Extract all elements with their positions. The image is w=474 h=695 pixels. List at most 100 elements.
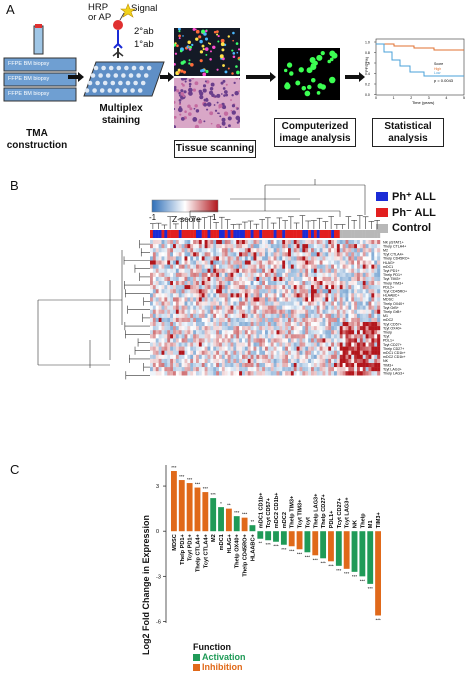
heatmap-cell bbox=[224, 371, 228, 376]
heatmap-cell bbox=[244, 358, 248, 364]
km-curve-low bbox=[376, 43, 464, 77]
heatmap-cell bbox=[273, 354, 277, 360]
heatmap-cell bbox=[359, 354, 363, 360]
heatmap-cell bbox=[299, 248, 303, 253]
group-cell bbox=[244, 230, 248, 238]
heatmap-cell bbox=[236, 256, 240, 261]
heatmap-cell bbox=[279, 264, 283, 269]
heatmap-cell bbox=[342, 367, 346, 372]
heatmap-cell bbox=[351, 285, 355, 290]
heatmap-cell bbox=[331, 240, 335, 245]
heatmap-cell bbox=[342, 309, 346, 314]
heatmap-cell bbox=[201, 313, 205, 319]
heatmap-cell bbox=[207, 248, 211, 253]
fluorescent-cell bbox=[195, 29, 200, 34]
heatmap-cell bbox=[216, 334, 220, 339]
significance-label: ** bbox=[227, 503, 231, 508]
heatmap-cell bbox=[273, 281, 277, 286]
heatmap-cell bbox=[270, 346, 274, 351]
he-cell bbox=[206, 102, 212, 107]
heatmap-cell bbox=[288, 346, 292, 351]
heatmap-cell bbox=[296, 371, 300, 376]
heatmap-cell bbox=[345, 342, 349, 347]
heatmap-cell bbox=[354, 268, 358, 273]
heatmap-cell bbox=[236, 330, 240, 335]
heatmap-cell bbox=[371, 268, 375, 273]
heatmap-cell bbox=[276, 260, 280, 265]
heatmap-cell bbox=[313, 367, 317, 372]
heatmap-cell bbox=[247, 260, 251, 265]
heatmap-cell bbox=[193, 240, 197, 245]
heatmap-cell bbox=[190, 276, 194, 282]
detected-cell bbox=[284, 83, 291, 90]
heatmap-cell bbox=[285, 285, 289, 290]
heatmap-cell bbox=[311, 334, 315, 339]
heatmap-cell bbox=[230, 285, 234, 290]
heatmap-cell bbox=[319, 342, 323, 347]
heatmap-cell bbox=[150, 285, 154, 290]
heatmap-cell bbox=[354, 297, 358, 302]
heatmap-cell bbox=[288, 289, 292, 294]
heatmap-cell bbox=[167, 281, 171, 286]
heatmap-cell bbox=[242, 363, 246, 368]
he-cell bbox=[198, 119, 203, 124]
heatmap-cell bbox=[175, 354, 179, 360]
heatmap-cell bbox=[285, 309, 289, 314]
heatmap-cell bbox=[299, 305, 303, 310]
heatmap-cell bbox=[193, 276, 197, 282]
heatmap-cell bbox=[374, 248, 378, 253]
heatmap-cell bbox=[316, 330, 320, 335]
heatmap-cell bbox=[293, 260, 297, 265]
heatmap-cell bbox=[357, 371, 361, 376]
plate-well bbox=[105, 73, 111, 78]
heatmap-cell bbox=[313, 281, 317, 286]
heatmap-cell bbox=[267, 305, 271, 310]
heatmap-cell bbox=[288, 330, 292, 335]
heatmap-cell bbox=[290, 354, 294, 360]
heatmap-cell bbox=[187, 309, 191, 314]
heatmap-cell bbox=[357, 309, 361, 314]
heatmap-cell bbox=[348, 358, 352, 364]
heatmap-cell bbox=[187, 342, 191, 347]
heatmap-cell bbox=[256, 313, 260, 319]
heatmap-cell bbox=[247, 346, 251, 351]
detected-cell bbox=[316, 91, 321, 95]
heatmap-cell bbox=[184, 301, 188, 306]
heatmap-cell bbox=[371, 334, 375, 339]
heatmap-cell bbox=[357, 334, 361, 339]
heatmap-cell bbox=[170, 317, 174, 323]
heatmap-cell bbox=[331, 363, 335, 368]
heatmap-cell bbox=[348, 260, 352, 265]
heatmap-cell bbox=[313, 342, 317, 347]
heatmap-cell bbox=[276, 248, 280, 253]
heatmap-cell bbox=[368, 260, 372, 265]
heatmap-cell bbox=[193, 264, 197, 269]
heatmap-cell bbox=[282, 363, 286, 368]
heatmap-cell bbox=[296, 248, 300, 253]
heatmap-cell bbox=[282, 322, 286, 327]
heatmap-cell bbox=[247, 322, 251, 327]
heatmap-cell bbox=[374, 309, 378, 314]
heatmap-cell bbox=[345, 276, 349, 282]
heatmap-cell bbox=[262, 330, 266, 335]
heatmap-cell bbox=[213, 264, 217, 269]
heatmap-cell bbox=[325, 313, 329, 319]
heatmap-cell bbox=[296, 293, 300, 298]
heatmap-cell bbox=[170, 285, 174, 290]
heatmap-cell bbox=[322, 326, 326, 331]
heatmap-cell bbox=[351, 268, 355, 273]
plate-well bbox=[98, 73, 103, 78]
control-swatch bbox=[376, 223, 388, 233]
heatmap-cell bbox=[305, 272, 309, 278]
heatmap-cell bbox=[336, 346, 340, 351]
heatmap-cell bbox=[161, 317, 165, 323]
heatmap-cell bbox=[290, 276, 294, 282]
heatmap-cell bbox=[198, 330, 202, 335]
heatmap-cell bbox=[305, 309, 309, 314]
heatmap-cell bbox=[325, 285, 329, 290]
heatmap-cell bbox=[181, 342, 185, 347]
heatmap-cell bbox=[339, 338, 343, 343]
heatmap-cell bbox=[170, 326, 174, 331]
heatmap-cell bbox=[227, 305, 231, 310]
heatmap-cell bbox=[354, 301, 358, 306]
